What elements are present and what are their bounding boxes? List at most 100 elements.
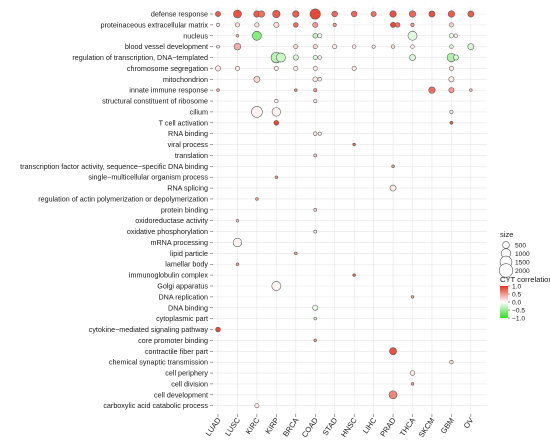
color-legend-label-1: 0.5 [512, 291, 521, 298]
point-coad-proteinaceous-extracellular-matrix [312, 21, 319, 28]
x-tick-label-skcm: SKCM [417, 416, 437, 439]
y-tick-label-defense-response: defense response [151, 10, 208, 19]
y-tick-label-cytokine-mediated-signaling-pathway: cytokine−mediated signaling pathway [89, 325, 209, 334]
point-luad-innate-immune-response [216, 88, 220, 92]
point-coad-nucleus [312, 33, 318, 39]
y-tick-label-golgi-apparatus: Golgi apparatus [157, 282, 208, 291]
point-gbm-innate-immune-response [448, 87, 455, 94]
color-legend-label-4: −1.0 [512, 315, 525, 322]
point-coad-chromosome-segregation [312, 65, 318, 71]
y-tick-label-viral-process: viral process [168, 140, 209, 149]
point-kirp-t-cell-activation [273, 120, 280, 126]
point-brca-defense-response [292, 10, 300, 18]
y-tick-label-cell-periphery: cell periphery [165, 369, 208, 378]
y-tick-label-dna-replication: DNA replication [158, 292, 208, 301]
color-legend-label-2: 0.0 [512, 299, 521, 306]
x-tick-label-thca: THCA [398, 415, 418, 438]
y-tick-label-innate-immune-response: innate immune response [129, 86, 208, 95]
point-lusc-nucleus [235, 34, 240, 38]
y-tick-label-cell-development: cell development [154, 390, 208, 399]
point-brca-lipid-particle [294, 251, 298, 255]
y-tick-label-contractile-fiber-part: contractile fiber part [145, 347, 208, 356]
x-tick-label-kirp: KIRP [263, 416, 281, 436]
point-coad-translation [313, 153, 318, 158]
point-gbm-nucleus [448, 33, 454, 39]
point-kirc-cilium [251, 106, 263, 118]
point-gbm-nucleus [453, 33, 459, 38]
y-tick-label-regulation-of-transcription-dna-templated: regulation of transcription, DNA−templat… [72, 53, 208, 62]
x-tick-label-brca: BRCA [281, 415, 301, 438]
size-legend-label-500: 500 [515, 242, 526, 249]
point-thca-dna-replication [410, 295, 415, 299]
y-tick-label-oxidative-phosphorylation: oxidative phosphorylation [127, 227, 208, 236]
point-coad-nucleus [317, 33, 323, 39]
point-lihc-defense-response [370, 11, 377, 17]
color-legend-label-3: −0.5 [512, 307, 525, 314]
color-legend-bar [500, 286, 508, 318]
point-luad-defense-response [215, 11, 221, 17]
x-axis-labels: LUAD LUSC KIRC KIRP BRCA COAD STAD HNSC LIHC PRAD… [204, 414, 476, 439]
size-legend-circle-2000 [498, 263, 514, 278]
point-coad-rna-binding [317, 131, 322, 136]
point-brca-innate-immune-response [294, 88, 298, 92]
point-hnsc-blood-vessel-development [352, 44, 357, 49]
point-lusc-mrna-processing [232, 237, 243, 248]
point-prad-proteinaceous-extracellular-matrix [394, 22, 401, 28]
point-coad-structural-constituent-of-ribosome [313, 99, 318, 103]
x-tick-label-luad: LUAD [204, 416, 223, 438]
y-tick-label-oxidoreductase-activity: oxidoreductase activity [135, 216, 208, 225]
size-legend-label-1500: 1500 [515, 259, 530, 266]
point-hnsc-immunoglobulin-complex [352, 273, 356, 277]
point-gbm-cilium [449, 109, 454, 114]
point-hnsc-viral-process [352, 142, 356, 147]
point-kirp-regulation-of-transcription-dna-templated [276, 52, 286, 63]
point-gbm-chromosome-segregation [448, 65, 454, 71]
point-kirp-chromosome-segregation [273, 65, 279, 71]
point-kirp-structural-constituent-of-ribosome [274, 98, 279, 104]
y-tick-label-chromosome-segregation: chromosome segregation [127, 64, 208, 73]
y-tick-label-carboxylic-acid-catabolic-process: carboxylic acid catabolic process [103, 401, 208, 410]
point-thca-defense-response [408, 10, 417, 18]
point-prad-cell-development [388, 390, 398, 400]
point-thca-proteinaceous-extracellular-matrix [410, 22, 415, 27]
size-legend-title: size [500, 230, 514, 239]
color-legend: CYT correlation 1.00.50.0−0.5−1.0 [500, 275, 550, 322]
y-tick-label-nucleus: nucleus [183, 31, 208, 40]
y-tick-label-cytoplasmic-part: cytoplasmic part [156, 314, 208, 323]
y-tick-label-regulation-of-actin-polymerization-or-depolymerization: regulation of actin polymerization or de… [38, 194, 208, 203]
plot-panel [213, 7, 487, 414]
y-tick-label-transcription-factor-activity-sequence-specific-dna-binding: transcription factor activity, sequence−… [20, 162, 208, 171]
point-coad-protein-binding [313, 208, 318, 212]
x-tick-label-gbm: GBM [439, 416, 456, 435]
point-lusc-defense-response [233, 9, 242, 19]
point-kirc-nucleus [252, 30, 262, 41]
size-legend-label-1000: 1000 [515, 251, 530, 258]
point-stad-blood-vessel-development [332, 44, 338, 50]
y-tick-label-lipid-particle: lipid particle [170, 249, 208, 258]
point-prad-rna-splicing [389, 184, 397, 192]
y-tick-label-single-multicellular-organism-process: single−multicellular organism process [88, 173, 208, 182]
point-coad-regulation-of-transcription-dna-templated [312, 55, 318, 60]
point-kirp-defense-response [272, 10, 281, 18]
point-kirp-golgi-apparatus [271, 281, 282, 291]
point-coad-cytoplasmic-part [313, 317, 317, 321]
point-brca-proteinaceous-extracellular-matrix [293, 22, 299, 28]
y-tick-label-core-promoter-binding: core promoter binding [138, 336, 208, 345]
point-gbm-mitochondrion [448, 76, 455, 83]
point-lusc-blood-vessel-development [233, 42, 242, 51]
color-legend-label-0: 1.0 [512, 283, 521, 290]
x-tick-label-kirc: KIRC [244, 416, 262, 436]
y-tick-label-t-cell-activation: T cell activation [159, 118, 208, 127]
point-ov-innate-immune-response [469, 88, 473, 92]
point-kirc-defense-response [257, 10, 265, 18]
y-tick-label-cilium: cilium [190, 107, 208, 116]
y-tick-label-rna-binding: RNA binding [168, 129, 208, 138]
x-tick-label-prad: PRAD [378, 416, 398, 439]
y-tick-label-mrna-processing: mRNA processing [150, 238, 208, 247]
point-kirp-single-multicellular-organism-process [274, 175, 278, 179]
x-tick-label-stad: STAD [321, 416, 340, 438]
point-ov-defense-response [467, 10, 475, 18]
point-skcm-defense-response [428, 10, 436, 18]
point-coad-dna-binding [312, 304, 319, 311]
